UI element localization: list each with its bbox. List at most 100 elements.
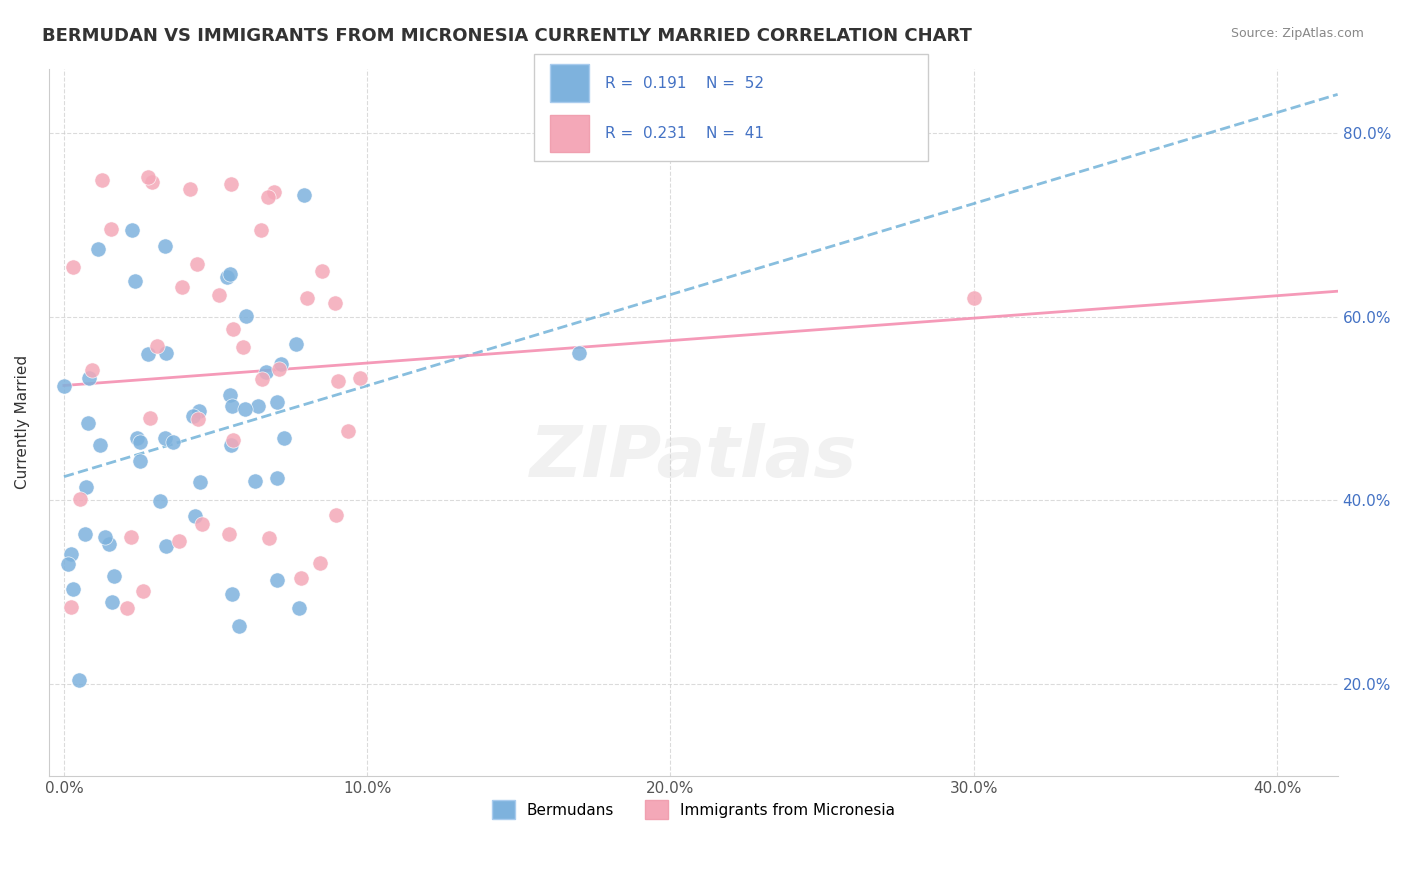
Point (129, 434, 152, 449)
Point (219, 438, 242, 452)
Point (256, 190, 278, 204)
Point (266, 395, 288, 409)
Point (215, 270, 238, 285)
Point (89, 438, 111, 452)
Point (155, 539, 177, 553)
Point (80, 363, 103, 377)
Point (221, 587, 243, 601)
Point (129, 453, 152, 467)
Point (52, 378, 75, 392)
Point (247, 399, 270, 413)
Point (257, 532, 280, 546)
Point (139, 411, 162, 425)
Point (963, 291, 986, 305)
Legend: Bermudans, Immigrants from Micronesia: Bermudans, Immigrants from Micronesia (485, 794, 901, 825)
Point (292, 188, 315, 202)
FancyBboxPatch shape (534, 54, 928, 161)
Point (91, 173, 114, 187)
Point (219, 388, 242, 402)
Point (101, 595, 124, 609)
Point (76, 417, 98, 431)
Point (250, 372, 273, 386)
Text: BERMUDAN VS IMMIGRANTS FROM MICRONESIA CURRENTLY MARRIED CORRELATION CHART: BERMUDAN VS IMMIGRANTS FROM MICRONESIA C… (42, 27, 972, 45)
Point (187, 412, 209, 426)
Point (219, 177, 242, 191)
Point (285, 337, 308, 351)
Point (146, 339, 169, 353)
Point (167, 533, 190, 548)
Point (155, 346, 177, 360)
Point (73, 527, 96, 541)
Point (325, 508, 347, 523)
Point (67, 673, 90, 687)
Point (249, 223, 271, 237)
Point (222, 322, 245, 336)
Point (326, 374, 349, 388)
Point (232, 340, 254, 354)
Text: R =  0.231    N =  41: R = 0.231 N = 41 (605, 127, 763, 141)
Point (162, 434, 184, 449)
Text: R =  0.191    N =  52: R = 0.191 N = 52 (605, 76, 763, 91)
Point (136, 347, 159, 361)
Point (62, 260, 84, 274)
Point (69, 492, 91, 507)
Text: ZIPatlas: ZIPatlas (530, 423, 856, 492)
Point (115, 601, 138, 615)
Point (323, 296, 346, 310)
Text: Source: ZipAtlas.com: Source: ZipAtlas.com (1230, 27, 1364, 40)
Point (254, 365, 277, 379)
Point (131, 584, 153, 599)
Point (273, 431, 295, 445)
Point (191, 516, 214, 531)
Point (186, 257, 208, 271)
Point (245, 475, 267, 489)
Point (295, 291, 318, 305)
Point (183, 508, 205, 523)
Point (311, 263, 333, 277)
Point (59, 547, 82, 561)
Point (208, 288, 231, 302)
Point (77, 370, 100, 384)
Point (188, 404, 211, 418)
Point (141, 175, 163, 189)
Point (568, 346, 591, 360)
Point (309, 556, 332, 570)
Point (221, 399, 243, 413)
FancyBboxPatch shape (550, 64, 589, 102)
Point (138, 169, 160, 184)
Point (349, 371, 371, 385)
Point (60, 599, 83, 614)
Point (100, 221, 122, 235)
Point (153, 431, 176, 445)
Point (336, 424, 359, 438)
Point (266, 573, 288, 587)
Point (266, 470, 288, 484)
Point (179, 182, 201, 196)
Point (267, 362, 290, 376)
Point (170, 280, 193, 294)
Y-axis label: Currently Married: Currently Married (15, 355, 30, 490)
Point (127, 431, 149, 445)
Point (153, 239, 176, 253)
Point (235, 401, 257, 416)
Point (87, 242, 110, 256)
Point (181, 409, 204, 424)
Point (75, 479, 97, 493)
Point (58, 557, 80, 571)
Point (270, 357, 292, 371)
Point (235, 310, 257, 324)
Point (149, 493, 172, 508)
Point (120, 530, 142, 544)
Point (124, 275, 146, 289)
Point (288, 601, 311, 615)
FancyBboxPatch shape (550, 114, 589, 152)
Point (94, 530, 117, 544)
Point (62, 582, 84, 597)
Point (263, 185, 285, 199)
Point (218, 527, 240, 541)
Point (98, 537, 121, 551)
Point (121, 222, 143, 236)
Point (290, 571, 312, 585)
Point (103, 569, 125, 583)
Point (219, 267, 242, 281)
